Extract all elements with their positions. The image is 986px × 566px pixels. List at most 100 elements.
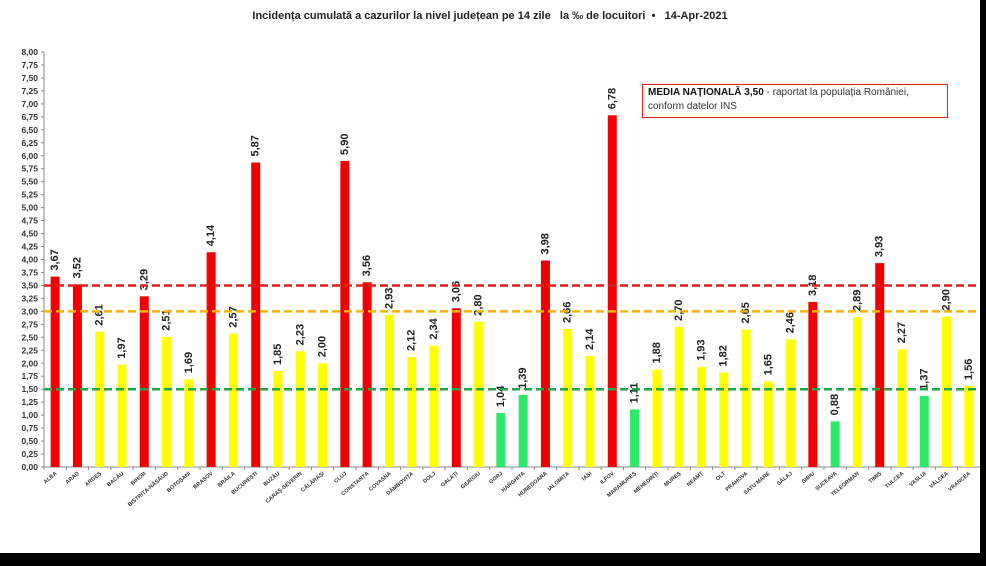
bar-olt bbox=[719, 372, 729, 467]
value-label: 2,46 bbox=[785, 312, 797, 333]
y-tick-label: 2,50 bbox=[21, 332, 38, 342]
category-label: BRĂILA bbox=[216, 470, 236, 489]
bar-vâlcea bbox=[942, 316, 952, 467]
y-tick-label: 5,75 bbox=[21, 164, 38, 174]
category-label: MEHEDINȚI bbox=[633, 471, 660, 495]
bar-satu mare bbox=[763, 381, 773, 467]
value-label: 2,90 bbox=[941, 289, 953, 310]
y-tick-label: 6,50 bbox=[21, 125, 38, 135]
bar-iași bbox=[585, 355, 595, 467]
category-label: IALOMIȚA bbox=[547, 471, 571, 493]
category-label: BISTRIȚA-NĂSĂUD bbox=[126, 470, 169, 508]
value-label: 4,14 bbox=[205, 224, 217, 246]
bar-dâmbovița bbox=[407, 357, 417, 467]
bar-galați bbox=[451, 308, 461, 467]
category-label: CLUJ bbox=[333, 471, 348, 485]
value-label: 1,82 bbox=[718, 345, 730, 366]
y-tick-label: 1,25 bbox=[21, 397, 38, 407]
y-tick-label: 1,00 bbox=[21, 410, 38, 420]
bar-cluj bbox=[340, 160, 350, 467]
category-label: IAȘI bbox=[581, 471, 593, 483]
y-tick-label: 4,00 bbox=[21, 255, 38, 265]
bar-arad bbox=[72, 284, 82, 467]
y-tick-label: 3,25 bbox=[21, 293, 38, 303]
category-label: ARAD bbox=[65, 471, 81, 486]
y-tick-label: 0,75 bbox=[21, 423, 38, 433]
bar-chart: 0,00 0,25 0,50 0,75 1,00 1,25 1,50 1,75 2,00 2,25… bbox=[21, 47, 980, 508]
y-tick-label: 8,00 bbox=[21, 47, 38, 57]
value-label: 2,89 bbox=[851, 290, 863, 311]
category-label: VASLUI bbox=[909, 471, 928, 489]
bar-bacău bbox=[117, 364, 127, 467]
bar-neamț bbox=[696, 366, 706, 467]
y-tick-label: 1,75 bbox=[21, 371, 38, 381]
y-tick-label: 7,00 bbox=[21, 99, 38, 109]
bar-alba bbox=[50, 276, 60, 467]
category-label: SĂLAJ bbox=[776, 470, 794, 487]
bar-sibiu bbox=[808, 302, 818, 467]
value-label: 2,00 bbox=[317, 336, 329, 357]
y-tick-label: 7,75 bbox=[21, 60, 38, 70]
value-label: 1,65 bbox=[762, 354, 774, 375]
category-label: GIURGIU bbox=[460, 471, 482, 491]
value-label: 3,29 bbox=[138, 269, 150, 290]
category-label: SIBIU bbox=[801, 471, 816, 485]
category-label: DOLJ bbox=[422, 471, 437, 485]
value-label: 1,37 bbox=[918, 369, 930, 390]
bar-buzău bbox=[273, 371, 283, 467]
value-label: 5,87 bbox=[250, 135, 262, 156]
bar-bistrița-năsăud bbox=[162, 336, 172, 467]
category-label: GORJ bbox=[488, 471, 504, 486]
value-label: 3,52 bbox=[71, 257, 83, 278]
y-tick-label: 6,00 bbox=[21, 151, 38, 161]
bar-gorj bbox=[496, 413, 506, 467]
category-label: VÂLCEA bbox=[928, 470, 950, 490]
category-label: NEAMȚ bbox=[686, 471, 705, 489]
category-label: VRANCEA bbox=[947, 471, 972, 493]
category-label: ILFOV bbox=[599, 471, 616, 486]
value-label: 1,88 bbox=[651, 342, 663, 363]
y-tick-label: 2,25 bbox=[21, 345, 38, 355]
category-label: OLT bbox=[715, 471, 727, 483]
value-label: 3,56 bbox=[361, 255, 373, 276]
bar-suceava bbox=[830, 421, 840, 467]
bar-maramureș bbox=[630, 409, 640, 467]
value-label: 3,93 bbox=[874, 236, 886, 257]
y-tick-label: 1,50 bbox=[21, 384, 38, 394]
bar-ialomița bbox=[563, 329, 573, 467]
bar-prahova bbox=[741, 329, 751, 467]
national-average-note: MEDIA NAȚIONALĂ 3,50 - raportat la popul… bbox=[642, 84, 948, 118]
y-tick-label: 7,25 bbox=[21, 86, 38, 96]
y-tick-label: 6,25 bbox=[21, 138, 38, 148]
bar-caraș-severin bbox=[295, 351, 305, 467]
value-label: 1,56 bbox=[963, 359, 975, 380]
category-label: CĂLĂRAȘI bbox=[300, 470, 327, 494]
value-label: 2,57 bbox=[227, 306, 239, 327]
value-label: 1,93 bbox=[695, 339, 707, 360]
value-label: 2,14 bbox=[584, 328, 596, 350]
bar-sălaj bbox=[786, 339, 796, 467]
value-label: 1,85 bbox=[272, 344, 284, 365]
bar-covasna bbox=[384, 315, 394, 467]
national-average-label: MEDIA NAȚIONALĂ 3,50 bbox=[648, 87, 764, 98]
bar-constanța bbox=[362, 282, 372, 467]
bar-giurgiu bbox=[474, 321, 484, 467]
value-label: 2,34 bbox=[428, 317, 440, 339]
chart-title: Incidența cumulată a cazurilor la nivel … bbox=[252, 10, 728, 22]
value-label: 2,70 bbox=[673, 300, 685, 321]
national-average-text: - raportat la populația României, confor… bbox=[648, 87, 909, 112]
bar-argeș bbox=[95, 331, 105, 467]
y-tick-label: 5,50 bbox=[21, 177, 38, 187]
bar-hunedoara bbox=[540, 260, 550, 467]
chart-frame: Incidența cumulată a cazurilor la nivel … bbox=[0, 0, 980, 553]
value-label: 2,65 bbox=[740, 302, 752, 323]
category-label: BIHOR bbox=[130, 471, 147, 487]
category-label: MUREȘ bbox=[663, 471, 682, 489]
value-label: 1,11 bbox=[629, 383, 641, 404]
category-label: GALAȚI bbox=[440, 471, 460, 489]
y-tick-label: 3,75 bbox=[21, 267, 38, 277]
bar-bucurești bbox=[251, 162, 261, 467]
value-label: 2,61 bbox=[94, 304, 106, 325]
category-label: TIMIȘ bbox=[868, 471, 883, 485]
bar-vrancea bbox=[964, 386, 974, 467]
